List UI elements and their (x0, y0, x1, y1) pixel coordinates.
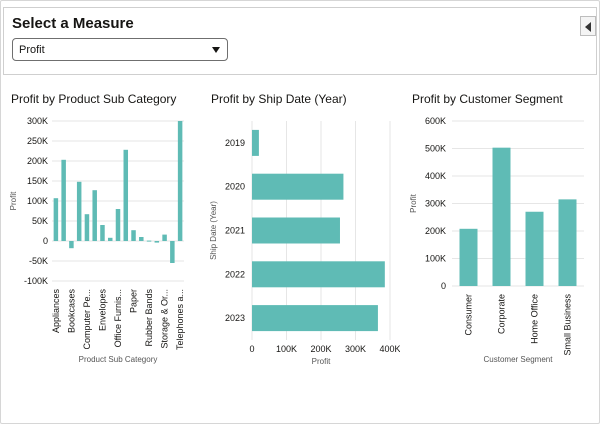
y-tick-label: 2020 (225, 182, 245, 192)
bar (115, 209, 121, 241)
bar (76, 181, 82, 241)
x-axis-title: Customer Segment (484, 355, 554, 364)
bar (69, 241, 74, 249)
chevron-down-icon (212, 47, 220, 53)
bar (53, 198, 59, 241)
y-tick-label: 500K (425, 144, 446, 154)
x-axis-title: Product Sub Category (79, 355, 158, 364)
y-tick-label: 150K (27, 176, 48, 186)
y-tick-label: 2021 (225, 226, 245, 236)
y-axis-title: Ship Date (Year) (209, 201, 218, 260)
x-tick-label: 400K (379, 344, 400, 354)
bar (525, 211, 544, 286)
x-tick-label: Consumer (464, 294, 474, 336)
y-tick-label: -100K (24, 276, 48, 286)
x-tick-label: Office Furnis... (113, 289, 123, 347)
y-tick-label: 2023 (225, 313, 245, 323)
bar (84, 214, 90, 241)
x-tick-label: Bookcases (66, 289, 76, 334)
y-tick-label: 100K (27, 196, 48, 206)
caret-left-icon (585, 22, 591, 32)
x-tick-label: Rubber Bands (144, 289, 154, 347)
profit-by-segment-chart[interactable]: 0 100K 200K 300K 400K 500K 600K Consumer Corpora… (400, 108, 600, 378)
measure-selector-panel: Select a Measure Profit (3, 7, 597, 75)
chart-title-shipdate: Profit by Ship Date (Year) (211, 92, 347, 106)
y-tick-label: 2022 (225, 269, 245, 279)
measure-dropdown[interactable]: Profit (12, 38, 228, 61)
y-tick-label: 400K (425, 171, 446, 181)
x-tick-label: Small Business (563, 294, 573, 356)
bar (252, 129, 259, 156)
bar (252, 217, 340, 244)
collapse-panel-button[interactable] (580, 16, 596, 36)
measure-title: Select a Measure (12, 15, 134, 32)
bar (177, 121, 183, 241)
measure-dropdown-value: Profit (19, 44, 45, 56)
bar (492, 147, 511, 286)
x-tick-label: Home Office (530, 294, 540, 344)
bar (146, 240, 152, 242)
y-tick-label: 0 (441, 281, 446, 291)
x-tick-label: Appliances (51, 289, 61, 334)
y-tick-label: 200K (425, 226, 446, 236)
y-tick-label: 200K (27, 156, 48, 166)
profit-by-shipdate-chart[interactable]: 0 100K 200K 300K 400K 2019 2020 2021 2022 2023 Shi… (200, 108, 400, 378)
x-tick-label: Paper (129, 289, 139, 313)
x-tick-label: 0 (249, 344, 254, 354)
x-tick-label: 300K (345, 344, 366, 354)
x-tick-label: Corporate (497, 294, 507, 334)
bar (100, 225, 105, 241)
y-axis-title: Profit (409, 193, 418, 212)
bar (154, 241, 160, 243)
bar (107, 237, 113, 241)
y-tick-label: 50K (32, 216, 48, 226)
bar (61, 159, 66, 241)
x-tick-label: 100K (276, 344, 297, 354)
x-tick-label: Telephones a... (175, 289, 185, 350)
x-tick-label: Computer Pe... (82, 289, 92, 350)
x-tick-label: Storage & Or... (160, 289, 170, 349)
x-tick-label: Envelopes (97, 289, 107, 332)
bar (558, 199, 577, 286)
bar (459, 228, 478, 286)
y-tick-label: 2019 (225, 138, 245, 148)
x-tick-label: 200K (310, 344, 331, 354)
bar (162, 234, 167, 241)
bar (131, 230, 136, 241)
chart-title-subcategory: Profit by Product Sub Category (11, 92, 177, 106)
y-tick-label: 100K (425, 254, 446, 264)
y-tick-label: 300K (425, 199, 446, 209)
y-tick-label: -50K (29, 256, 48, 266)
chart-title-segment: Profit by Customer Segment (412, 92, 563, 106)
bar (139, 237, 144, 241)
y-tick-label: 600K (425, 116, 446, 126)
y-tick-label: 250K (27, 136, 48, 146)
y-tick-label: 300K (27, 116, 48, 126)
profit-by-subcategory-chart[interactable]: -100K -50K 0 50K 100K 150K 200K 250K 300K Applian… (0, 108, 200, 378)
bar (252, 173, 344, 200)
y-tick-label: 0 (43, 236, 48, 246)
bar (92, 190, 97, 241)
x-axis-title: Profit (312, 357, 331, 366)
bar (123, 149, 129, 241)
bar (170, 241, 175, 263)
y-axis-title: Profit (9, 191, 18, 210)
bar (252, 305, 378, 332)
bar (252, 261, 385, 288)
